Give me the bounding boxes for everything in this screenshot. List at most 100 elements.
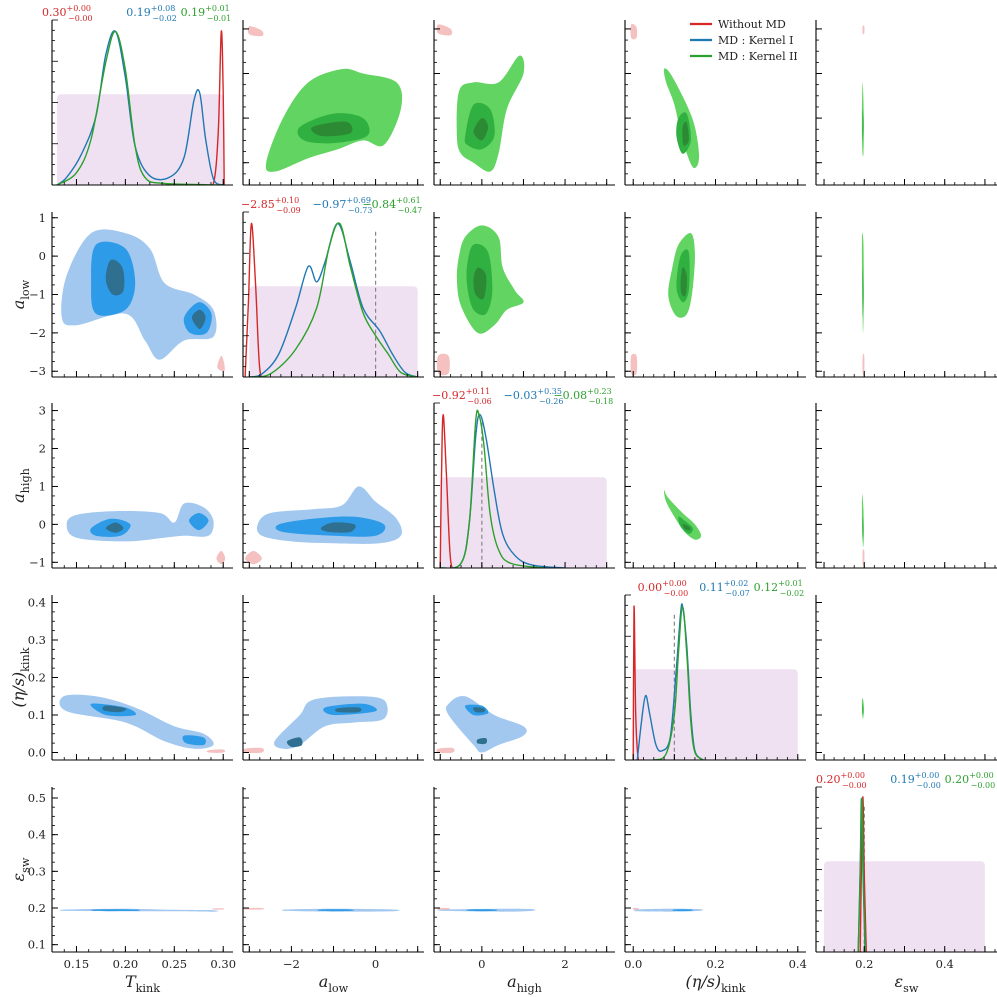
contour-md-kernel-i: [286, 737, 303, 748]
x-tick-label: −2: [283, 957, 300, 971]
x-tick-label: 0.0: [624, 957, 642, 971]
estimate-label: −0.84+0.61 −0.47: [362, 196, 422, 215]
y-axis-label-ahigh: ahigh: [9, 468, 32, 503]
y-tick-label: 1: [39, 479, 46, 493]
y-tick-label: 1: [39, 211, 46, 225]
y-tick-label: 0.0: [28, 746, 46, 760]
legend: Without MD MD : Kernel I MD : Kernel II: [690, 18, 798, 63]
contour-without-md: [630, 353, 638, 376]
panel-esw-eta: [815, 595, 997, 761]
contour-md-kernel-i: [191, 309, 206, 329]
contour-md-kernel-i: [102, 705, 127, 713]
marginal-md-kernel-ii: [249, 222, 418, 377]
y-tick-label: 0: [39, 517, 46, 531]
y-tick-label: 2: [39, 442, 46, 456]
y-tick-label: 3: [39, 404, 46, 418]
panel-eta-ahigh: [624, 403, 806, 569]
estimate-label: 0.00+0.00 −0.00: [638, 579, 689, 598]
estimate-label: 0.30+0.00 −0.00: [42, 4, 93, 23]
estimate-label: −0.97+0.69 −0.73: [313, 196, 373, 215]
estimate-label: 0.19+0.00 −0.00: [890, 771, 941, 790]
prior-band: [56, 94, 224, 185]
contour-md-kernel-i: [91, 909, 141, 912]
estimate-label: 0.19+0.08 −0.02: [126, 4, 177, 23]
x-tick-label: 0.30: [210, 957, 236, 971]
contour-without-md: [436, 24, 453, 36]
panel-alow-ahigh: [242, 403, 424, 569]
contour-md-kernel-i: [472, 707, 486, 713]
contour-md-kernel-ii: [473, 267, 487, 300]
x-tick-label: 0: [372, 957, 379, 971]
panel-T-eta: 0.0 0.1 0.2 0.3 0.4: [28, 595, 233, 761]
panel-eta-alow: [624, 212, 806, 378]
contour-md-kernel-i: [317, 909, 354, 912]
contour-without-md: [862, 353, 865, 376]
x-axis-label-T: Tkink: [125, 972, 160, 995]
contour-md-kernel-ii: [680, 267, 687, 297]
y-tick-label: 0.4: [28, 596, 46, 610]
contour-md-kernel-i: [105, 259, 125, 296]
estimate-label: 0.11+0.02 −0.07: [699, 579, 750, 598]
contour-without-md: [436, 747, 455, 754]
prior-band: [249, 286, 418, 377]
contour-without-md: [217, 355, 225, 372]
y-tick-label: 0.1: [28, 708, 46, 722]
panel-esw-alow: [815, 212, 997, 378]
x-tick-label: 0.4: [936, 957, 954, 971]
contour-md-kernel-ii: [862, 109, 864, 141]
contour-md-kernel-ii: [682, 524, 691, 531]
contour-without-md: [862, 549, 865, 566]
y-tick-label: −2: [29, 326, 46, 340]
estimate-label: −0.08+0.23 −0.18: [553, 387, 613, 406]
estimate-label: 0.20+0.00 −0.00: [816, 771, 867, 790]
contour-md-kernel-i: [672, 909, 693, 912]
estimate-label: 0.20+0.00 −0.00: [945, 771, 996, 790]
panel-alow-eta: [242, 595, 424, 761]
contour-md-kernel-i: [335, 707, 362, 713]
x-tick-label: 0: [478, 957, 485, 971]
estimate-label: −2.85+0.10 −0.09: [241, 196, 301, 215]
panel-eta-esw: 0.0 0.2 0.4: [624, 787, 807, 971]
prior-band: [824, 861, 985, 952]
contour-without-md: [630, 23, 638, 40]
x-tick-label: 0.25: [161, 957, 187, 971]
contour-without-md: [436, 907, 450, 910]
contour-without-md: [436, 353, 450, 376]
legend-label: Without MD: [718, 18, 786, 31]
panel-ahigh-T: [433, 20, 615, 186]
contour-md-kernel-ii: [862, 516, 864, 540]
x-tick-label: 0.20: [113, 957, 139, 971]
marginal-without-md: [203, 30, 225, 185]
contour-md-kernel-i: [476, 738, 488, 745]
marginal-md-kernel-ii: [653, 605, 704, 760]
contour-md-kernel-ii: [473, 118, 489, 141]
y-axis-label-esw: εsw: [9, 857, 32, 881]
x-axis-label-ahigh: ahigh: [507, 972, 542, 995]
y-axis-label-eta: (η/s)kink: [9, 647, 32, 707]
panel-alow-T: [242, 20, 424, 186]
panel-eta-T: [624, 20, 806, 186]
y-tick-label: −3: [29, 364, 46, 378]
contour-md-kernel-i: [445, 695, 527, 753]
x-axis-label-eta: (η/s)kink: [685, 972, 745, 995]
contour-without-md: [216, 550, 226, 565]
panel-esw-esw: 0.20+0.00 −0.00 0.19+0.00 −0.00 0.20+0.00 −0.…: [815, 771, 997, 971]
marginal-without-md: [439, 413, 458, 568]
estimate-label: −0.92+0.11 −0.06: [432, 387, 492, 406]
contour-md-kernel-ii: [311, 121, 353, 137]
contour-md-kernel-i: [189, 513, 209, 531]
contour-md-kernel-ii: [682, 121, 689, 146]
y-tick-label: −1: [29, 288, 46, 302]
contour-md-kernel-ii: [663, 490, 702, 540]
panel-eta-eta: 0.00+0.00 −0.00 0.11+0.02 −0.07 0.12+0.01 −0.…: [624, 579, 806, 761]
panel-alow-esw: −2 0: [242, 787, 424, 971]
x-tick-label: 0.2: [855, 957, 873, 971]
y-tick-label: 0.3: [28, 864, 46, 878]
contour-md-kernel-i: [105, 522, 124, 533]
y-tick-label: 0.2: [28, 901, 46, 915]
contour-without-md: [247, 26, 264, 37]
marginal-md-kernel-ii: [440, 409, 545, 568]
estimate-label: −0.03+0.35 −0.26: [504, 387, 564, 406]
